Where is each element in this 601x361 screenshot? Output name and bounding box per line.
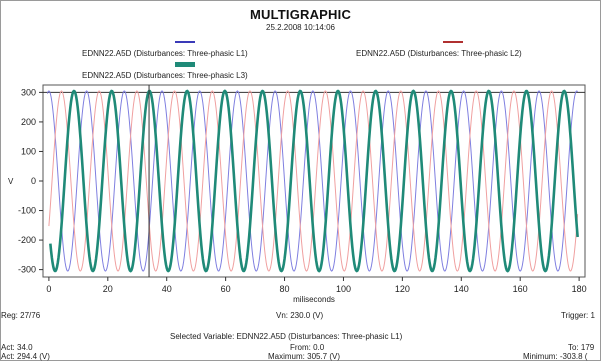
- x-axis-label: miliseconds: [293, 295, 335, 304]
- legend-label-l3: EDNN22.A5D (Disturbances: Three-phasic L…: [82, 71, 248, 80]
- legend-swatch-l1: [175, 41, 195, 43]
- y-tick-label--200: -200: [18, 235, 36, 245]
- x-tick-label-60: 60: [221, 284, 231, 294]
- cursor-value: Act: 294.4 (V): [1, 352, 50, 361]
- series-line-3: [49, 89, 579, 273]
- y-tick-label-200: 200: [21, 117, 36, 127]
- legend-swatch-l3: [175, 62, 195, 67]
- chart-timestamp: 25.2.2008 10:14:06: [266, 23, 335, 32]
- y-tick-label--100: -100: [18, 206, 36, 216]
- nominal-voltage: Vn: 230.0 (V): [276, 311, 324, 320]
- x-tick-label-20: 20: [103, 284, 113, 294]
- maximum-value: Maximum: 305.7 (V): [268, 352, 341, 361]
- trigger-readout: Trigger: 1: [561, 311, 595, 320]
- series-line-1: [46, 90, 579, 272]
- x-tick-label-140: 140: [454, 284, 469, 294]
- x-tick-label-180: 180: [572, 284, 587, 294]
- chart-title: MULTIGRAPHIC: [249, 7, 352, 22]
- range-to: To: 179: [568, 343, 595, 352]
- minimum-value: Minimum: -303.8 (: [523, 352, 588, 361]
- y-tick-label--300: -300: [18, 265, 36, 275]
- legend-label-l2: EDNN22.A5D (Disturbances: Three-phasic L…: [356, 49, 522, 58]
- selected-variable: Selected Variable: EDNN22.A5D (Disturban…: [170, 332, 403, 341]
- y-axis-label: V: [8, 177, 14, 186]
- range-from: From: 0.0: [290, 343, 325, 352]
- x-tick-label-40: 40: [162, 284, 172, 294]
- x-tick-label-0: 0: [46, 284, 51, 294]
- x-tick-label-100: 100: [336, 284, 351, 294]
- x-tick-label-160: 160: [513, 284, 528, 294]
- record-counter: Reg: 27/76: [1, 311, 41, 320]
- cursor-position: Act: 34.0: [1, 343, 33, 352]
- y-tick-label-300: 300: [21, 87, 36, 97]
- y-tick-label-100: 100: [21, 146, 36, 156]
- y-tick-label-0: 0: [31, 176, 36, 186]
- x-tick-label-80: 80: [280, 284, 290, 294]
- x-tick-label-120: 120: [395, 284, 410, 294]
- legend-label-l1: EDNN22.A5D (Disturbances: Three-phasic L…: [82, 49, 248, 58]
- legend-swatch-l2: [443, 41, 463, 43]
